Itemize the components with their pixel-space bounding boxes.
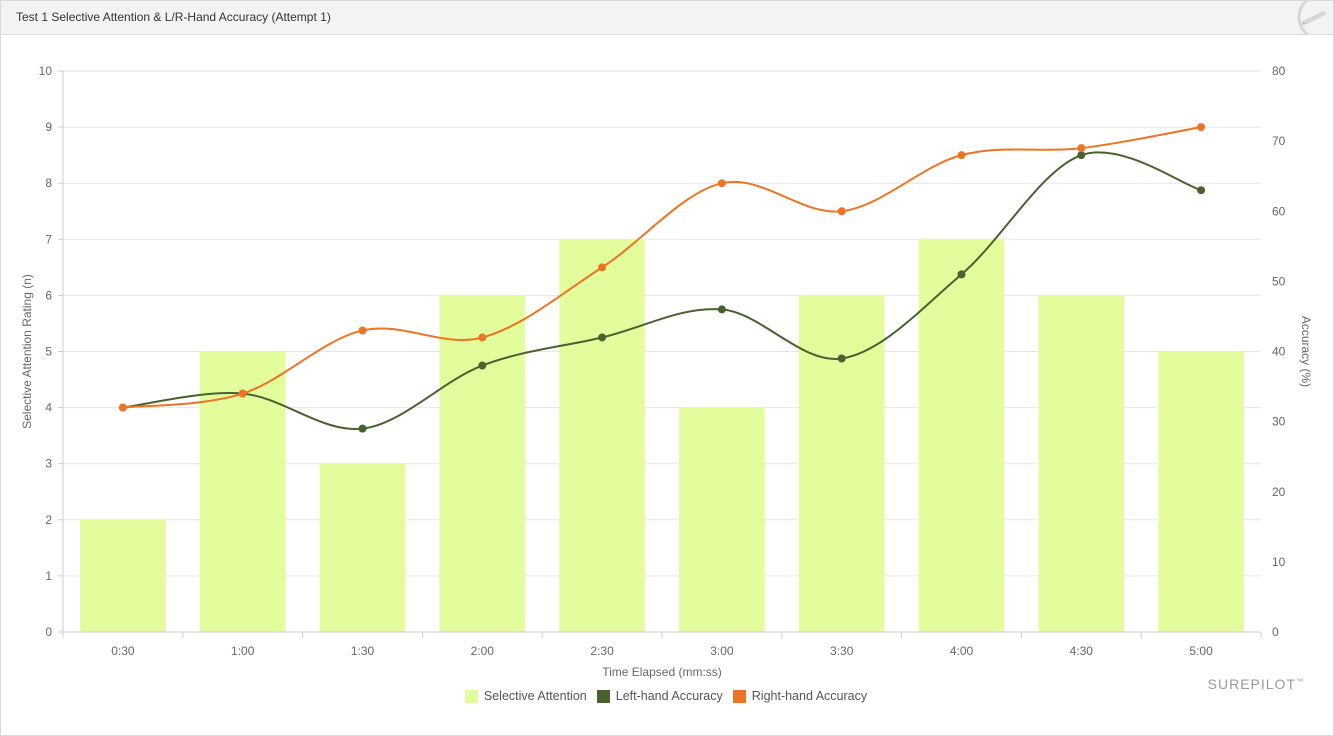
left-hand-accuracy-point xyxy=(717,305,726,314)
legend-label: Selective Attention xyxy=(483,689,587,703)
bar xyxy=(80,519,166,632)
y-left-tick-label: 9 xyxy=(45,120,52,134)
y-right-tick-label: 0 xyxy=(1272,625,1279,639)
left-hand-accuracy-point xyxy=(358,424,367,433)
right-hand-accuracy-point xyxy=(478,333,487,342)
legend-swatch xyxy=(464,689,478,703)
right-hand-accuracy-line xyxy=(122,126,1202,409)
x-tick-label: 4:00 xyxy=(950,644,974,658)
bar xyxy=(798,295,885,632)
legend-item-selective-attention[interactable]: Selective Attention xyxy=(464,689,587,703)
legend-item-left-hand-accuracy[interactable]: Left-hand Accuracy xyxy=(596,689,723,703)
right-hand-accuracy-point xyxy=(717,179,726,188)
right-hand-accuracy-point xyxy=(837,207,846,216)
x-tick-label: 1:00 xyxy=(231,644,255,658)
pencil-logo-icon xyxy=(1297,1,1333,34)
left-hand-accuracy-point xyxy=(957,270,966,279)
x-tick-label: 1:30 xyxy=(351,644,375,658)
bar xyxy=(679,407,765,632)
bar xyxy=(319,463,406,632)
x-tick-label: 0:30 xyxy=(111,644,135,658)
right-hand-accuracy-point xyxy=(1197,123,1206,132)
bar xyxy=(918,239,1005,633)
x-tick-label: 5:00 xyxy=(1189,644,1213,658)
y-left-tick-label: 10 xyxy=(39,64,53,78)
legend-swatch xyxy=(596,689,610,703)
left-hand-accuracy-point xyxy=(478,361,487,370)
x-tick-label: 3:00 xyxy=(710,644,734,658)
y-right-tick-label: 70 xyxy=(1272,134,1286,148)
y-left-tick-label: 0 xyxy=(45,625,52,639)
y-right-tick-label: 80 xyxy=(1272,64,1286,78)
y-right-tick-label: 20 xyxy=(1272,485,1286,499)
bar xyxy=(1038,295,1125,632)
x-axis-title: Time Elapsed (mm:ss) xyxy=(602,665,722,679)
x-tick-label: 3:30 xyxy=(830,644,854,658)
y-right-tick-label: 10 xyxy=(1272,555,1286,569)
right-hand-accuracy-point xyxy=(598,263,607,272)
bars-selective-attention xyxy=(80,239,1244,633)
y-left-tick-label: 6 xyxy=(45,288,52,302)
brand-text: SUREPILOT xyxy=(1207,676,1296,692)
right-hand-accuracy-point xyxy=(118,403,127,412)
y-right-tick-label: 60 xyxy=(1272,204,1286,218)
y-right-tick-label: 30 xyxy=(1272,415,1286,429)
chart-title: Test 1 Selective Attention & L/R-Hand Ac… xyxy=(16,10,331,24)
axes: 0 1 2 3 4 5 6 7 8 9 10 0 10 20 30 40 50 60 70 80 0:30 1:00 1:3… xyxy=(39,64,1286,658)
right-hand-accuracy-point xyxy=(238,389,247,398)
y-right-tick-label: 40 xyxy=(1272,345,1286,359)
x-tick-label: 4:30 xyxy=(1070,644,1094,658)
bar xyxy=(199,351,286,632)
left-hand-accuracy-point xyxy=(1197,186,1206,195)
y-left-tick-label: 2 xyxy=(45,513,52,527)
left-hand-accuracy-line xyxy=(122,151,1202,430)
y-left-tick-label: 3 xyxy=(45,457,52,471)
x-tick-label: 2:30 xyxy=(590,644,614,658)
y-axis-right-title: Accuracy (%) xyxy=(1299,316,1313,387)
x-tick-label: 2:00 xyxy=(471,644,495,658)
y-left-tick-label: 4 xyxy=(45,401,52,415)
right-hand-accuracy-point xyxy=(1077,144,1086,153)
legend-label: Right-hand Accuracy xyxy=(751,689,868,703)
left-hand-accuracy-point xyxy=(1077,151,1086,160)
bar xyxy=(1158,351,1244,632)
bar xyxy=(559,239,645,633)
left-hand-accuracy-point xyxy=(837,354,846,363)
panel-header: Test 1 Selective Attention & L/R-Hand Ac… xyxy=(1,1,1333,35)
combo-chart: 0 1 2 3 4 5 6 7 8 9 10 0 10 20 30 40 50 60 70 80 0:30 1:00 1:3… xyxy=(20,64,1313,679)
right-hand-accuracy-point xyxy=(957,151,966,160)
y-left-tick-label: 5 xyxy=(45,345,52,359)
legend-swatch xyxy=(732,689,746,703)
left-hand-accuracy-point xyxy=(598,333,607,342)
right-hand-accuracy-point xyxy=(358,326,367,335)
y-axis-left-title: Selective Attention Rating (n) xyxy=(20,274,34,429)
brand-logo: SUREPILOT™ xyxy=(1207,676,1304,692)
y-right-tick-label: 50 xyxy=(1272,274,1286,288)
y-left-tick-label: 1 xyxy=(45,569,52,583)
bar xyxy=(439,295,526,632)
chart-legend: Selective Attention Left-hand Accuracy R… xyxy=(0,689,1332,703)
legend-label: Left-hand Accuracy xyxy=(615,689,723,703)
legend-item-right-hand-accuracy[interactable]: Right-hand Accuracy xyxy=(732,689,868,703)
y-left-tick-label: 7 xyxy=(45,232,52,246)
accuracy-lines xyxy=(118,123,1206,433)
y-left-tick-label: 8 xyxy=(45,176,52,190)
